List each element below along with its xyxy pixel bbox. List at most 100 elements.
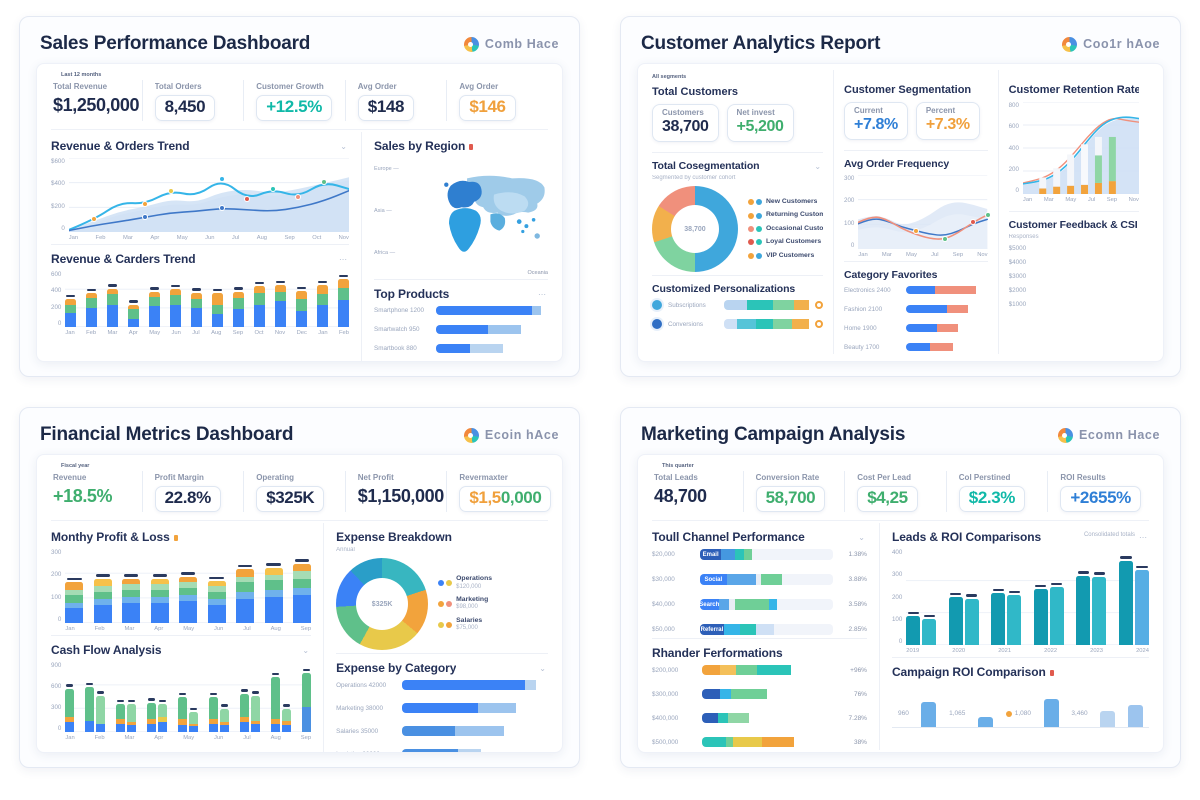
more-options-icon[interactable]: ⋯ [1139, 532, 1147, 542]
kpi-value: $325K [256, 486, 325, 512]
y-tick: 0 [850, 241, 855, 249]
category-favorites-chart: Electronics 2400 Fashion 2100 Home 1900 Bea… [844, 286, 988, 351]
y-tick: 200 [1008, 165, 1019, 173]
bar-group [191, 271, 203, 327]
kpi-value: $1,50,000 [459, 486, 552, 512]
sales-dashboard-card: Sales Performance Dashboard Comb Hace La… [19, 16, 580, 377]
channel-performance-chart: $20,000 Email 1.38% $30,000 Social 3.88% $40,0… [652, 549, 867, 635]
bar-group [1118, 549, 1149, 645]
x-tick: Jul [231, 235, 240, 241]
kpi-cell: Revenue +18.5% [51, 471, 142, 512]
dashboard-panel: Fiscal year Revenue +18.5% Profit Margin 22… [36, 454, 563, 753]
bar-segment [240, 693, 250, 717]
panel-note: All segments [652, 74, 687, 80]
bar-cap [129, 300, 139, 303]
bar-segment [170, 304, 182, 327]
bar-segment [207, 598, 226, 605]
personalization-chart: Subscriptions Conversions [652, 300, 824, 329]
x-tick: Sep [952, 252, 964, 258]
bar-segment [65, 589, 84, 596]
x-tick: Mar [881, 252, 892, 258]
more-options-icon[interactable]: ⋯ [538, 289, 546, 299]
bar-segment [964, 598, 979, 645]
row-label: Subscriptions [668, 301, 706, 309]
kpi-cell: Revermaxter $1,50,000 [446, 471, 552, 512]
legend-dot-icon [748, 199, 762, 206]
bar-segment [746, 300, 774, 310]
lcol: Occasional Customers [766, 225, 823, 233]
x-tick: Jun [214, 626, 224, 632]
bar-cap [97, 691, 105, 694]
dashboard-title: Sales Performance Dashboard [40, 33, 311, 54]
y-axis: 300 200 100 0 [51, 549, 65, 623]
bar-segment [755, 574, 762, 585]
bar-segment [207, 586, 226, 592]
bar-track [402, 726, 548, 736]
kpi-value: 8,450 [154, 95, 216, 121]
bar-segment [724, 319, 738, 329]
lcol: VIP Customers [766, 252, 814, 260]
bar-cap [234, 287, 243, 290]
y-tick: 100 [51, 593, 62, 601]
cgrid: 800 600 400 200 0 Jan Mar May Jul Sep Nov [1009, 102, 1139, 203]
x-tick: Mar [124, 735, 135, 741]
x-tick: Jan [65, 626, 75, 632]
bar-segment [158, 716, 168, 723]
x-tick: May [183, 626, 195, 632]
cgrid: 400 300 200 100 0 2019 2020 2021 2022 2023 2024 [892, 549, 1149, 654]
bar-track [402, 680, 548, 690]
x-tick: Sep [1106, 197, 1118, 203]
bar-cap [1077, 571, 1090, 574]
bar-segment [302, 706, 312, 732]
bar-segment [293, 595, 312, 623]
hbar-row: $50,000 Referral 2.85% [652, 624, 867, 635]
row-label: $400,000 [652, 714, 679, 722]
y-tick: 300 [891, 571, 903, 579]
bar-cap [318, 280, 327, 284]
x-axis: Jan Feb Mar Apr May Jun Jul Aug Sep [65, 732, 311, 741]
bar [189, 662, 199, 732]
data-point [92, 217, 97, 222]
x-tick: Apr [154, 626, 164, 632]
chevron-down-icon[interactable]: ⌄ [340, 141, 347, 151]
bar-segment [170, 295, 182, 305]
data-point [143, 215, 148, 220]
bar-segment [236, 598, 255, 623]
row-value: 1.38% [848, 551, 867, 558]
bar-track [402, 749, 548, 752]
bar-segment [65, 608, 84, 623]
donut-row: 38,700 New Customers Returning Customers Oc… [652, 186, 823, 272]
region-label: Europe [374, 166, 402, 172]
chevron-down-icon[interactable]: ⌄ [539, 663, 546, 673]
section-subtitle: Responses [1008, 234, 1039, 240]
kpi-label: Operating [256, 473, 294, 482]
expense-breakdown-chart: $325K Operations $120,000 Marketing $98,000 S… [336, 558, 548, 650]
chevron-down-icon[interactable]: ⌄ [814, 161, 822, 171]
cash-flow-chart: 900 600 300 0 Jan Feb Mar Apr May Jun Jul Aug Sep [51, 662, 312, 741]
brand-name: Ecoin hAce [484, 428, 559, 442]
row-label: Salaries 35000 [336, 727, 379, 735]
more-options-icon[interactable]: ⋯ [339, 254, 347, 264]
kpi-label: Total Orders [154, 82, 202, 91]
bar-segment [264, 574, 283, 581]
row-value: 3.58% [848, 601, 867, 608]
chevron-down-icon[interactable]: ⌄ [302, 645, 310, 655]
chevron-down-icon[interactable]: ⌄ [858, 532, 865, 542]
row-label: Electronics 2400 [844, 286, 891, 294]
bar-cap [148, 698, 156, 701]
bar-cap [1035, 584, 1047, 588]
bar-segment [723, 624, 740, 635]
bar-segment [721, 549, 735, 560]
dashboard-panel: All segments Total Customers Customers 38… [637, 63, 1164, 362]
legend-dot-icon [438, 621, 453, 628]
charts-grid: Monthy Profit & Loss 300 200 100 0 Jan Feb Mar… [51, 523, 548, 752]
i [446, 600, 453, 607]
xsp [51, 623, 65, 632]
bar-track [906, 286, 988, 294]
xsp [51, 732, 65, 741]
y-tick: 600 [51, 271, 62, 278]
hbar-row: $200,000 +96% [652, 665, 867, 675]
bar-track [906, 324, 988, 332]
bar-segment [930, 343, 954, 351]
hbar-rows: $200,000 +96% $300,000 76% $400,000 7.28% $500… [652, 665, 867, 747]
